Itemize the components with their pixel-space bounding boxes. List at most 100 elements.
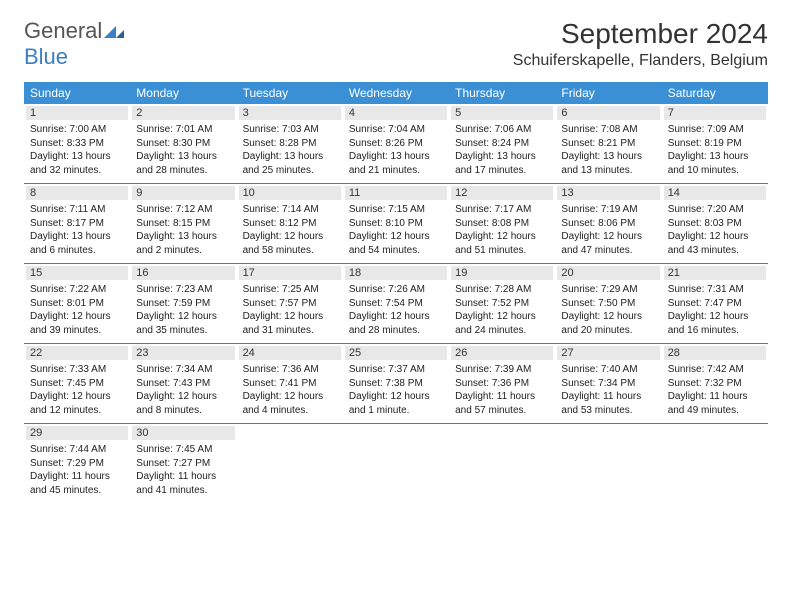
day-number: 4	[345, 106, 447, 120]
sunset-text: Sunset: 8:06 PM	[561, 217, 655, 231]
daylight1-text: Daylight: 13 hours	[455, 150, 549, 164]
daylight2-text: and 28 minutes.	[136, 164, 230, 178]
sunset-text: Sunset: 8:15 PM	[136, 217, 230, 231]
daylight2-text: and 10 minutes.	[668, 164, 762, 178]
day-content: Sunrise: 7:00 AMSunset: 8:33 PMDaylight:…	[26, 120, 128, 177]
day-cell	[662, 424, 768, 504]
daylight2-text: and 16 minutes.	[668, 324, 762, 338]
day-number: 26	[451, 346, 553, 360]
daylight1-text: Daylight: 12 hours	[243, 390, 337, 404]
sunset-text: Sunset: 7:54 PM	[349, 297, 443, 311]
sunrise-text: Sunrise: 7:15 AM	[349, 203, 443, 217]
sunrise-text: Sunrise: 7:09 AM	[668, 123, 762, 137]
sunrise-text: Sunrise: 7:39 AM	[455, 363, 549, 377]
day-cell	[449, 424, 555, 504]
day-number: 30	[132, 426, 234, 440]
calendar-row: 29Sunrise: 7:44 AMSunset: 7:29 PMDayligh…	[24, 424, 768, 504]
daylight1-text: Daylight: 12 hours	[30, 310, 124, 324]
sunrise-text: Sunrise: 7:42 AM	[668, 363, 762, 377]
sunset-text: Sunset: 8:08 PM	[455, 217, 549, 231]
day-cell: 11Sunrise: 7:15 AMSunset: 8:10 PMDayligh…	[343, 184, 449, 264]
day-content: Sunrise: 7:19 AMSunset: 8:06 PMDaylight:…	[557, 200, 659, 257]
day-number: 12	[451, 186, 553, 200]
daylight1-text: Daylight: 11 hours	[668, 390, 762, 404]
sunset-text: Sunset: 7:47 PM	[668, 297, 762, 311]
day-content: Sunrise: 7:33 AMSunset: 7:45 PMDaylight:…	[26, 360, 128, 417]
sunrise-text: Sunrise: 7:06 AM	[455, 123, 549, 137]
daylight1-text: Daylight: 13 hours	[561, 150, 655, 164]
day-number: 15	[26, 266, 128, 280]
day-content: Sunrise: 7:06 AMSunset: 8:24 PMDaylight:…	[451, 120, 553, 177]
day-cell: 1Sunrise: 7:00 AMSunset: 8:33 PMDaylight…	[24, 104, 130, 184]
day-content: Sunrise: 7:36 AMSunset: 7:41 PMDaylight:…	[239, 360, 341, 417]
sunrise-text: Sunrise: 7:04 AM	[349, 123, 443, 137]
day-content: Sunrise: 7:44 AMSunset: 7:29 PMDaylight:…	[26, 440, 128, 497]
day-content: Sunrise: 7:14 AMSunset: 8:12 PMDaylight:…	[239, 200, 341, 257]
day-number: 11	[345, 186, 447, 200]
day-number: 25	[345, 346, 447, 360]
day-number: 22	[26, 346, 128, 360]
month-title: September 2024	[513, 18, 768, 50]
day-content: Sunrise: 7:09 AMSunset: 8:19 PMDaylight:…	[664, 120, 766, 177]
sunset-text: Sunset: 7:34 PM	[561, 377, 655, 391]
day-number: 23	[132, 346, 234, 360]
daylight1-text: Daylight: 12 hours	[136, 390, 230, 404]
title-block: September 2024 Schuiferskapelle, Flander…	[513, 18, 768, 70]
sunset-text: Sunset: 8:17 PM	[30, 217, 124, 231]
daylight1-text: Daylight: 12 hours	[668, 310, 762, 324]
daylight2-text: and 1 minute.	[349, 404, 443, 418]
day-number: 3	[239, 106, 341, 120]
sunset-text: Sunset: 7:50 PM	[561, 297, 655, 311]
daylight2-text: and 53 minutes.	[561, 404, 655, 418]
daylight2-text: and 4 minutes.	[243, 404, 337, 418]
daylight2-text: and 57 minutes.	[455, 404, 549, 418]
day-cell	[555, 424, 661, 504]
calendar-row: 15Sunrise: 7:22 AMSunset: 8:01 PMDayligh…	[24, 264, 768, 344]
sunset-text: Sunset: 8:12 PM	[243, 217, 337, 231]
day-cell: 26Sunrise: 7:39 AMSunset: 7:36 PMDayligh…	[449, 344, 555, 424]
day-number: 9	[132, 186, 234, 200]
daylight1-text: Daylight: 11 hours	[30, 470, 124, 484]
day-content: Sunrise: 7:34 AMSunset: 7:43 PMDaylight:…	[132, 360, 234, 417]
day-cell	[343, 424, 449, 504]
day-number: 8	[26, 186, 128, 200]
logo-text: General Blue	[24, 18, 124, 70]
day-cell: 21Sunrise: 7:31 AMSunset: 7:47 PMDayligh…	[662, 264, 768, 344]
day-cell	[237, 424, 343, 504]
sunrise-text: Sunrise: 7:23 AM	[136, 283, 230, 297]
sunrise-text: Sunrise: 7:12 AM	[136, 203, 230, 217]
daylight2-text: and 39 minutes.	[30, 324, 124, 338]
day-content: Sunrise: 7:03 AMSunset: 8:28 PMDaylight:…	[239, 120, 341, 177]
day-cell: 9Sunrise: 7:12 AMSunset: 8:15 PMDaylight…	[130, 184, 236, 264]
weekday-header: Friday	[555, 82, 661, 104]
daylight2-text: and 54 minutes.	[349, 244, 443, 258]
day-number: 13	[557, 186, 659, 200]
daylight1-text: Daylight: 11 hours	[136, 470, 230, 484]
daylight2-text: and 45 minutes.	[30, 484, 124, 498]
day-number: 6	[557, 106, 659, 120]
day-cell: 6Sunrise: 7:08 AMSunset: 8:21 PMDaylight…	[555, 104, 661, 184]
day-cell: 15Sunrise: 7:22 AMSunset: 8:01 PMDayligh…	[24, 264, 130, 344]
daylight2-text: and 58 minutes.	[243, 244, 337, 258]
day-content: Sunrise: 7:31 AMSunset: 7:47 PMDaylight:…	[664, 280, 766, 337]
weekday-header-row: Sunday Monday Tuesday Wednesday Thursday…	[24, 82, 768, 104]
daylight2-text: and 32 minutes.	[30, 164, 124, 178]
daylight1-text: Daylight: 13 hours	[243, 150, 337, 164]
sunrise-text: Sunrise: 7:33 AM	[30, 363, 124, 377]
day-cell: 13Sunrise: 7:19 AMSunset: 8:06 PMDayligh…	[555, 184, 661, 264]
sunset-text: Sunset: 7:27 PM	[136, 457, 230, 471]
sunrise-text: Sunrise: 7:36 AM	[243, 363, 337, 377]
day-content: Sunrise: 7:40 AMSunset: 7:34 PMDaylight:…	[557, 360, 659, 417]
sunrise-text: Sunrise: 7:26 AM	[349, 283, 443, 297]
sunset-text: Sunset: 7:36 PM	[455, 377, 549, 391]
day-content: Sunrise: 7:45 AMSunset: 7:27 PMDaylight:…	[132, 440, 234, 497]
logo-main: General	[24, 18, 102, 43]
daylight2-text: and 24 minutes.	[455, 324, 549, 338]
day-content: Sunrise: 7:25 AMSunset: 7:57 PMDaylight:…	[239, 280, 341, 337]
day-number: 14	[664, 186, 766, 200]
sunrise-text: Sunrise: 7:44 AM	[30, 443, 124, 457]
day-content: Sunrise: 7:39 AMSunset: 7:36 PMDaylight:…	[451, 360, 553, 417]
day-cell: 29Sunrise: 7:44 AMSunset: 7:29 PMDayligh…	[24, 424, 130, 504]
daylight2-text: and 17 minutes.	[455, 164, 549, 178]
sunset-text: Sunset: 7:41 PM	[243, 377, 337, 391]
